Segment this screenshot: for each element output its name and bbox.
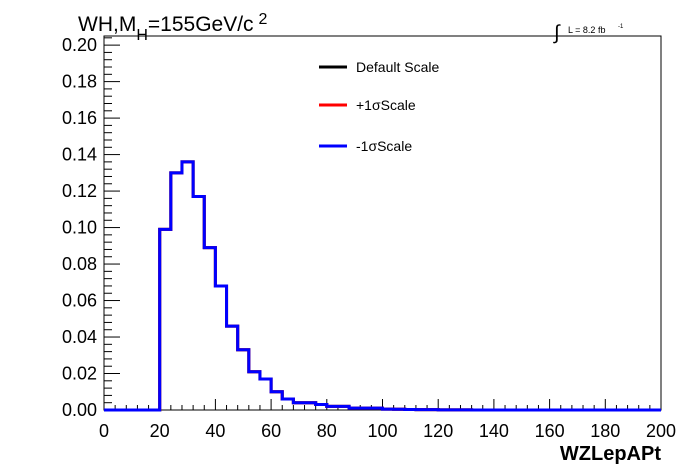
x-tick-label: 160 xyxy=(535,421,565,441)
x-tick-label: 80 xyxy=(317,421,337,441)
x-tick-label: 120 xyxy=(423,421,453,441)
lumi-integral: ∫ xyxy=(553,22,561,44)
y-tick-label: 0.08 xyxy=(62,254,97,274)
y-axis: 0.00 0.02 0.04 0.06 0.08 0.10 0.12 0.14 0.16 0.18… xyxy=(62,35,120,420)
x-axis: 0 20 40 60 80 100 120 140 160 180 200 xyxy=(99,399,676,441)
y-tick-label: 0.00 xyxy=(62,400,97,420)
y-tick-label: 0.20 xyxy=(62,35,97,55)
y-tick-label: 0.14 xyxy=(62,145,97,165)
legend-label-minus-sigma: -1σScale xyxy=(356,138,412,154)
series-line-2 xyxy=(104,160,661,412)
title-main: WH,M xyxy=(78,13,136,36)
x-tick-label: 20 xyxy=(150,421,170,441)
series-layer xyxy=(104,160,661,412)
x-tick-label: 40 xyxy=(205,421,225,441)
x-tick-label: 60 xyxy=(261,421,281,441)
title-rest: =155GeV/c xyxy=(148,13,254,36)
lumi-exponent: -1 xyxy=(618,24,624,30)
x-tick-label: 200 xyxy=(646,421,676,441)
x-tick-label: 0 xyxy=(99,421,109,441)
legend: Default Scale +1σScale -1σScale xyxy=(319,59,439,154)
title-superscript: 2 xyxy=(259,11,268,28)
x-axis-title: WZLepAPt xyxy=(560,443,661,465)
lumi-label: L = 8.2 fb xyxy=(568,25,605,35)
x-tick-label: 180 xyxy=(590,421,620,441)
y-tick-label: 0.04 xyxy=(62,327,97,347)
y-tick-label: 0.12 xyxy=(62,181,97,201)
y-tick-label: 0.02 xyxy=(62,364,97,384)
y-tick-label: 0.10 xyxy=(62,218,97,238)
x-tick-label: 140 xyxy=(479,421,509,441)
y-tick-label: 0.06 xyxy=(62,291,97,311)
chart-title: WH,MH=155GeV/c 2 xyxy=(78,11,268,44)
y-tick-label: 0.16 xyxy=(62,108,97,128)
y-tick-label: 0.18 xyxy=(62,72,97,92)
legend-label-default-scale: Default Scale xyxy=(356,59,439,75)
x-tick-label: 100 xyxy=(367,421,397,441)
legend-label-plus-sigma: +1σScale xyxy=(356,97,416,113)
